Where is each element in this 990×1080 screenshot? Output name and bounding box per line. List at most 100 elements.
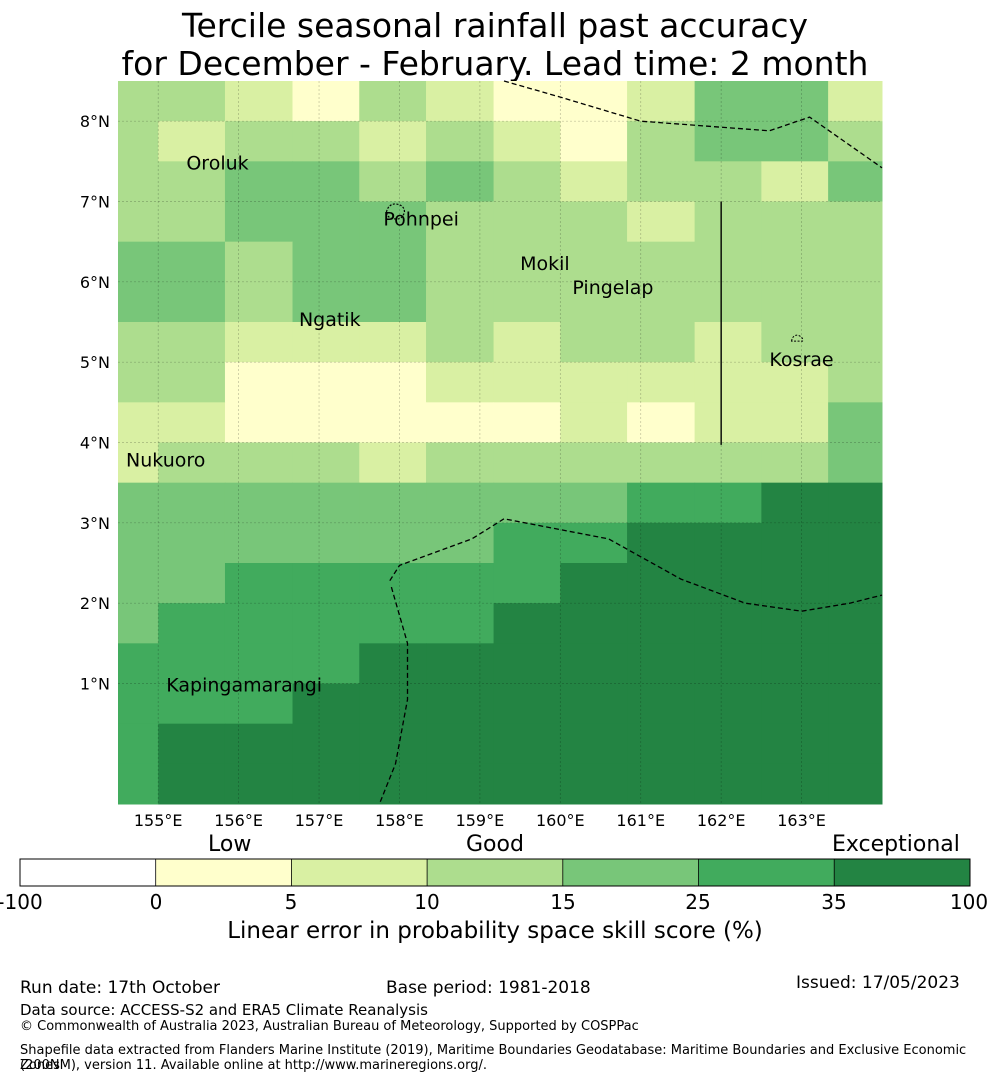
colorbar-segment-3	[291, 859, 428, 886]
heatmap-cell	[694, 482, 762, 524]
colorbar-tick: -100	[0, 890, 43, 914]
heatmap-cell	[493, 322, 561, 363]
heatmap-cells	[118, 81, 883, 805]
heatmap-cell	[158, 723, 226, 765]
heatmap-cell	[761, 563, 829, 604]
heatmap-cell	[426, 723, 495, 765]
heatmap-cell	[560, 161, 628, 202]
heatmap-cell	[224, 362, 294, 403]
x-tick-label: 160°E	[536, 811, 585, 830]
heatmap-cell	[359, 522, 427, 564]
heatmap-cell	[694, 522, 762, 564]
heatmap-cell	[694, 763, 762, 805]
heatmap-cell	[627, 603, 696, 644]
heatmap-cell	[224, 402, 294, 443]
heatmap-cell	[627, 643, 696, 684]
heatmap-cell	[292, 81, 360, 122]
heatmap-cell	[828, 241, 883, 323]
heatmap-cell	[560, 121, 628, 162]
place-label: Pingelap	[572, 277, 653, 299]
heatmap-cell	[426, 161, 495, 202]
heatmap-cell	[118, 522, 159, 564]
colorbar-tick: 15	[550, 890, 576, 914]
colorbar-tick: 5	[284, 890, 298, 914]
heatmap-cell	[493, 121, 561, 162]
heatmap-cell	[493, 683, 561, 725]
heatmap-cell	[224, 723, 294, 765]
heatmap-cell	[560, 683, 628, 725]
heatmap-cell	[118, 322, 159, 363]
heatmap-cell	[158, 763, 226, 805]
heatmap-cell	[560, 603, 628, 644]
colorbar-tick: 100	[949, 890, 989, 914]
heatmap-cell	[118, 763, 159, 805]
heatmap-cell	[118, 603, 159, 644]
heatmap-cell	[292, 522, 360, 564]
heatmap-cell	[761, 81, 829, 122]
heatmap-cell	[224, 563, 294, 604]
place-label: Oroluk	[186, 152, 248, 174]
heatmap-cell	[493, 442, 561, 484]
heatmap-cell	[359, 161, 427, 202]
heatmap-cell	[627, 241, 696, 323]
colorbar-outline	[19, 858, 971, 887]
heatmap-cell	[493, 201, 561, 243]
heatmap-cell	[292, 121, 360, 162]
heatmap-cell	[118, 683, 159, 725]
heatmap-cell	[118, 723, 159, 765]
issued-date: Issued: 17/05/2023	[796, 973, 960, 993]
heatmap-cell	[292, 643, 360, 684]
heatmap-cell	[292, 362, 360, 403]
heatmap-cell	[118, 81, 159, 122]
heatmap-cell	[560, 81, 628, 122]
heatmap-cell	[292, 402, 360, 443]
heatmap-cell	[224, 201, 294, 243]
heatmap-cell	[292, 563, 360, 604]
heatmap-cell	[761, 482, 829, 524]
heatmap-cell	[359, 402, 427, 443]
heatmap-cell	[694, 402, 762, 443]
heatmap-cell	[828, 161, 883, 202]
place-label: Ngatik	[299, 309, 361, 331]
heatmap-cell	[224, 442, 294, 484]
heatmap-cell	[224, 643, 294, 684]
heatmap-cell	[426, 603, 495, 644]
heatmap-cell	[158, 683, 226, 725]
heatmap-cell	[359, 241, 427, 323]
heatmap-cell	[359, 362, 427, 403]
heatmap-cell	[761, 241, 829, 323]
heatmap-cell	[426, 81, 495, 122]
heatmap-cell	[292, 442, 360, 484]
heatmap-cell	[292, 723, 360, 765]
heatmap-cell	[694, 643, 762, 684]
colorbar-category-low: Low	[208, 832, 252, 857]
heatmap-cell	[694, 161, 762, 202]
heatmap-cell	[359, 121, 427, 162]
eez-boundaries	[378, 80, 883, 805]
heatmap-cell	[224, 683, 294, 725]
colorbar-segment-5	[562, 859, 699, 886]
heatmap-cell	[426, 763, 495, 805]
heatmap-cell	[761, 362, 829, 403]
heatmap-cell	[828, 121, 883, 162]
colorbar-tick: 10	[414, 890, 440, 914]
heatmap-cell	[493, 81, 561, 122]
heatmap-cell	[359, 81, 427, 122]
heatmap-cell	[158, 643, 226, 684]
heatmap-cell	[426, 201, 495, 243]
heatmap-cell	[828, 402, 883, 443]
heatmap-cell	[694, 603, 762, 644]
heatmap-cell	[560, 322, 628, 363]
heatmap-cell	[224, 241, 294, 323]
heatmap-cell	[292, 201, 360, 243]
heatmap-cell	[359, 563, 427, 604]
heatmap-cell	[627, 442, 696, 484]
colorbar-segment-7	[834, 859, 970, 886]
heatmap-cell	[118, 442, 159, 484]
heatmap-cell	[761, 723, 829, 765]
heatmap-cell	[359, 683, 427, 725]
heatmap-cell	[224, 81, 294, 122]
heatmap-cell	[224, 161, 294, 202]
place-label: Kapingamarangi	[166, 675, 322, 697]
heatmap-cell	[828, 603, 883, 644]
